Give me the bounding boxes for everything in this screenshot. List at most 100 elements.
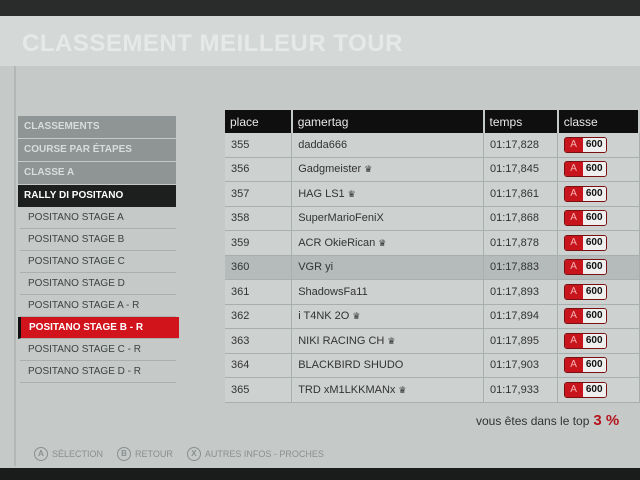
gamertag-cell: SuperMarioFeniX [291,206,485,231]
gamertag-cell: HAG LS1 ♛ [291,181,485,207]
crown-icon: ♛ [378,237,387,248]
hint-a[interactable]: A SÉLECTION [34,447,103,461]
breadcrumb-item[interactable]: CLASSEMENTS [18,116,176,138]
class-cell: A 600 [557,328,640,354]
class-badge: A 600 [564,234,607,251]
screen-bezel [0,468,640,480]
sidebar-menu: CLASSEMENTS COURSE PAR ÉTAPES CLASSE A RALL… [18,116,180,383]
hint-b[interactable]: B RETOUR [117,447,173,461]
table-row[interactable]: 363 NIKI RACING CH ♛ 01:17,895 A 600 [225,328,640,354]
top-value: 3 % [593,412,620,429]
class-cell: A 600 [557,279,640,305]
gamertag-cell: dadda666 [291,133,485,158]
class-badge: A 600 [564,136,607,153]
place-cell: 363 [225,328,293,354]
time-cell: 01:17,845 [483,157,559,182]
class-cell: A 600 [557,157,640,182]
crown-icon: ♛ [387,335,396,346]
gamertag-cell: NIKI RACING CH ♛ [291,328,485,354]
place-cell: 364 [225,353,293,378]
hint-x[interactable]: X AUTRES INFOS - PROCHES [186,447,324,461]
menu-item-stage[interactable]: POSITANO STAGE A - R [20,295,176,317]
performance-index: 600 [582,284,606,299]
gamertag-cell: ACR OkieRican ♛ [291,230,485,256]
class-badge: A 600 [564,357,607,374]
table-row[interactable]: 361 ShadowsFa11 01:17,893 A 600 [225,279,640,305]
performance-index: 600 [582,162,606,177]
performance-index: 600 [582,309,606,324]
place-cell: 356 [225,157,293,182]
crown-icon: ♛ [398,384,407,395]
menu-item-stage[interactable]: POSITANO STAGE C - R [20,339,176,361]
class-cell: A 600 [557,377,640,403]
menu-item-stage[interactable]: POSITANO STAGE A [20,207,176,229]
top-bar [0,0,640,16]
gamertag-cell: Gadgmeister ♛ [291,157,485,182]
performance-index: 600 [582,235,606,250]
table-row[interactable]: 364 BLACKBIRD SHUDO 01:17,903 A 600 [225,353,640,378]
crown-icon: ♛ [364,164,373,175]
place-cell: 362 [225,304,293,329]
class-cell: A 600 [557,230,640,256]
class-badge: A 600 [564,259,607,276]
button-a-icon: A [34,447,48,461]
crown-icon: ♛ [352,311,361,322]
class-letter: A [565,309,583,324]
place-cell: 359 [225,230,293,256]
gamertag: ShadowsFa11 [298,285,368,298]
place-cell: 358 [225,206,293,231]
button-b-icon: B [117,447,132,461]
time-cell: 01:17,895 [483,328,559,354]
column-header-gamertag[interactable]: gamertag [291,110,485,133]
gamertag-cell: VGR yi [291,255,485,280]
menu-item-stage[interactable]: POSITANO STAGE D - R [20,361,176,383]
class-letter: A [565,382,583,397]
breadcrumb-item[interactable]: COURSE PAR ÉTAPES [18,139,176,161]
hint-label: AUTRES INFOS - PROCHES [204,449,324,459]
class-badge: A 600 [564,210,607,227]
table-row[interactable]: 365 TRD xM1LKKMANx ♛ 01:17,933 A 600 [225,377,640,403]
button-x-icon: X [186,447,201,461]
breadcrumb-item[interactable]: CLASSE A [18,162,176,184]
performance-index: 600 [582,186,606,201]
table-row[interactable]: 356 Gadgmeister ♛ 01:17,845 A 600 [225,157,640,182]
table-row[interactable]: 358 SuperMarioFeniX 01:17,868 A 600 [225,206,640,231]
class-cell: A 600 [557,304,640,329]
page-title: CLASSEMENT MEILLEUR TOUR [22,30,403,57]
performance-index: 600 [582,358,606,373]
class-cell: A 600 [557,353,640,378]
crown-icon: ♛ [347,188,356,199]
table-row[interactable]: 357 HAG LS1 ♛ 01:17,861 A 600 [225,181,640,207]
hint-label: RETOUR [135,449,173,459]
menu-item-stage[interactable]: POSITANO STAGE B - R [18,317,179,339]
gamertag: VGR yi [298,261,334,274]
column-header-place[interactable]: place [225,110,293,133]
divider [14,66,16,466]
performance-index: 600 [582,333,606,348]
time-cell: 01:17,903 [483,353,559,378]
gamertag-cell: BLACKBIRD SHUDO [291,353,485,378]
class-letter: A [565,162,583,177]
menu-item-stage[interactable]: POSITANO STAGE B [20,229,176,251]
class-letter: A [565,235,583,250]
breadcrumb-item[interactable]: RALLY DI POSITANO [18,185,176,207]
table-row[interactable]: 359 ACR OkieRican ♛ 01:17,878 A 600 [225,230,640,256]
table-row[interactable]: 360 VGR yi 01:17,883 A 600 [225,255,640,280]
column-header-temps[interactable]: temps [483,110,559,133]
table-row[interactable]: 362 i T4NK 2O ♛ 01:17,894 A 600 [225,304,640,329]
top-label: vous êtes dans le top [476,414,590,428]
class-badge: A 600 [564,332,607,349]
time-cell: 01:17,883 [483,255,559,280]
menu-item-stage[interactable]: POSITANO STAGE C [20,251,176,273]
gamertag: HAG LS1 [298,187,345,200]
time-cell: 01:17,828 [483,133,559,158]
menu-item-stage[interactable]: POSITANO STAGE D [20,273,176,295]
top-percentage: vous êtes dans le top 3 % [476,412,619,429]
class-letter: A [565,358,583,373]
column-header-classe[interactable]: classe [557,110,640,133]
place-cell: 361 [225,279,293,305]
time-cell: 01:17,894 [483,304,559,329]
class-letter: A [565,186,583,201]
class-badge: A 600 [564,185,607,202]
table-row[interactable]: 355 dadda666 01:17,828 A 600 [225,133,640,158]
